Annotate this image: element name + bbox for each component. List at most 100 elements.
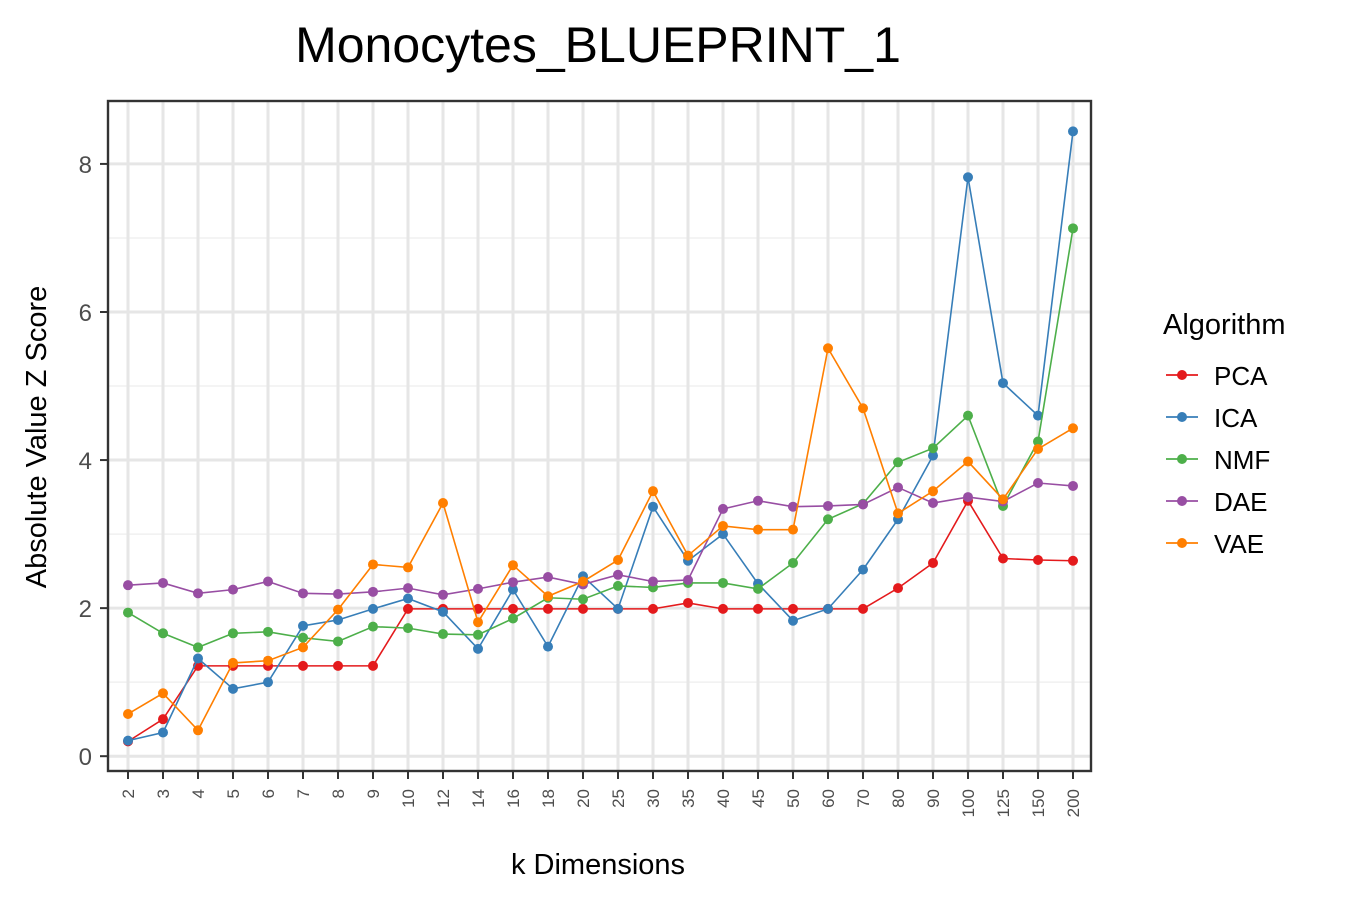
data-point-ica [648,501,658,512]
data-point-dae [473,583,483,594]
data-point-ica [228,683,238,694]
data-point-dae [648,576,658,587]
series-layer [123,126,1078,747]
x-tick-label: 10 [399,789,418,808]
data-point-ica [263,677,273,688]
x-tick-label: 90 [924,789,943,808]
series-line-pca [127,499,1074,743]
data-point-nmf [298,632,308,643]
legend-item-pca: PCA [1166,361,1268,391]
x-tick-label: 20 [574,789,593,808]
data-point-vae [788,524,798,535]
data-point-pca [928,557,938,568]
data-point-nmf [438,629,448,640]
data-point-vae [543,591,553,602]
x-tick-label: 16 [504,789,523,808]
data-point-vae [228,657,238,668]
x-tick-label: 4 [189,789,208,798]
panel-border [106,99,1093,773]
series-vae [123,343,1078,736]
legend-label: PCA [1214,361,1268,391]
data-point-ica [543,641,553,652]
data-point-vae [753,524,763,535]
data-point-vae [893,508,903,519]
data-point-nmf [753,583,763,594]
series-line-ica [127,131,1074,742]
data-point-ica [1033,410,1043,421]
data-point-dae [753,495,763,506]
x-tick-label: 5 [224,789,243,798]
data-point-nmf [403,623,413,634]
data-point-ica [928,450,938,461]
data-point-pca [1068,555,1078,566]
x-axis-label: k Dimensions [511,849,685,881]
series-nmf [123,223,1078,653]
data-point-ica [718,529,728,540]
data-point-vae [158,688,168,699]
legend-key-point [1177,496,1187,506]
data-point-dae [263,576,273,587]
data-point-ica [158,727,168,738]
data-point-dae [1033,478,1043,489]
data-point-vae [1033,443,1043,454]
data-point-dae [543,572,553,583]
data-point-dae [613,569,623,580]
data-point-dae [858,499,868,510]
data-point-ica [368,603,378,614]
data-point-dae [893,482,903,493]
legend-item-vae: VAE [1166,529,1264,559]
data-point-nmf [1068,223,1078,234]
data-point-ica [403,593,413,604]
data-point-pca [298,660,308,671]
data-point-nmf [158,628,168,639]
x-tick-label: 40 [714,789,733,808]
data-point-dae [368,586,378,597]
data-point-nmf [963,410,973,421]
data-point-vae [368,559,378,570]
series-line-nmf [127,228,1074,649]
data-point-pca [1033,555,1043,566]
data-point-pca [753,603,763,614]
x-tick-label: 30 [644,789,663,808]
x-tick-label: 25 [609,789,628,808]
x-tick-label: 100 [959,789,978,817]
data-point-ica [438,606,448,617]
y-tick-label: 6 [79,300,92,327]
data-point-dae [928,498,938,508]
data-point-dae [438,589,448,600]
data-point-vae [578,576,588,587]
data-point-vae [473,617,483,628]
x-tick-label: 9 [364,789,383,798]
legend-label: NMF [1214,445,1270,475]
data-point-vae [123,708,133,719]
data-point-nmf [193,642,203,653]
data-point-nmf [578,594,588,605]
x-tick-label: 18 [539,789,558,808]
data-point-nmf [1033,436,1043,447]
data-point-vae [333,604,343,615]
data-point-dae [298,588,308,599]
data-point-ica [963,172,973,183]
data-point-nmf [788,557,798,568]
data-point-vae [718,520,728,531]
data-point-nmf [508,613,518,624]
legend-item-ica: ICA [1166,403,1258,433]
x-tick-label: 70 [854,789,873,808]
data-point-nmf [613,580,623,591]
data-point-pca [333,660,343,671]
data-point-ica [823,603,833,614]
data-point-dae [963,492,973,503]
data-point-dae [683,574,693,585]
y-tick-label: 8 [79,152,92,179]
data-point-nmf [893,457,903,468]
data-point-nmf [368,621,378,632]
x-tick-label: 6 [259,789,278,798]
data-point-ica [333,614,343,625]
data-point-dae [228,584,238,595]
data-point-vae [928,486,938,497]
data-point-vae [648,486,658,497]
series-dae [123,478,1078,600]
series-ica [123,126,1078,746]
